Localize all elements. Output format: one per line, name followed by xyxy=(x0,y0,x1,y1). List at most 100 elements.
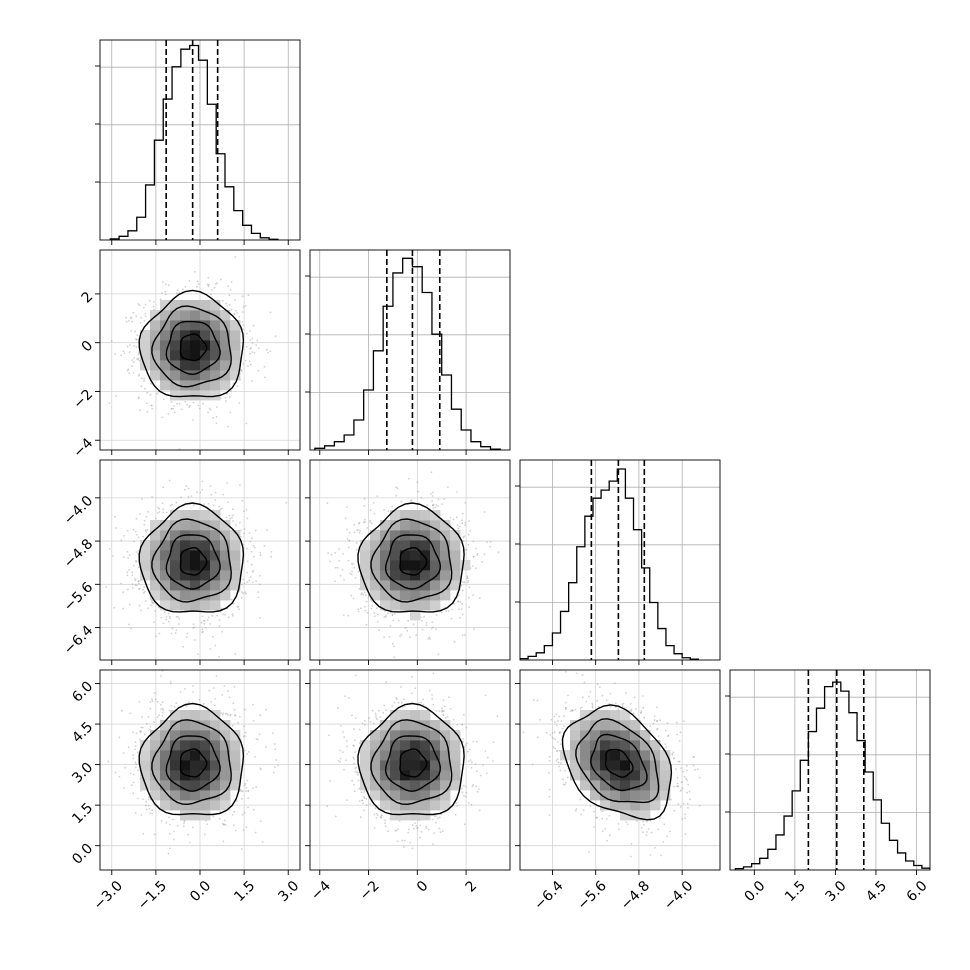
scatter-point xyxy=(376,495,379,497)
scatter-point xyxy=(423,615,425,618)
scatter-point xyxy=(111,555,114,557)
scatter-point xyxy=(470,803,473,806)
scatter-point xyxy=(557,761,560,764)
scatter-point xyxy=(202,702,205,705)
scatter-point xyxy=(448,696,450,699)
scatter-point xyxy=(369,803,371,805)
scatter-point xyxy=(143,306,145,309)
density-cell xyxy=(620,770,631,781)
scatter-point xyxy=(567,694,569,697)
scatter-point xyxy=(440,611,443,614)
scatter-point xyxy=(407,619,410,622)
scatter-point xyxy=(466,575,469,578)
scatter-point xyxy=(365,798,368,800)
scatter-point xyxy=(245,332,248,335)
density-cell xyxy=(220,540,231,551)
density-cell xyxy=(440,520,451,531)
density-cell xyxy=(390,580,401,591)
density-cell xyxy=(580,760,591,771)
scatter-point xyxy=(226,305,229,307)
scatter-point xyxy=(227,425,229,428)
scatter-point xyxy=(133,361,135,363)
scatter-point xyxy=(205,627,208,629)
scatter-point xyxy=(555,713,558,716)
scatter-point xyxy=(463,535,465,538)
contour-line xyxy=(151,518,232,603)
density-cell xyxy=(360,750,371,761)
scatter-point xyxy=(228,294,231,297)
scatter-point xyxy=(225,516,228,519)
density-cell xyxy=(190,310,201,321)
scatter-point xyxy=(245,547,248,550)
density-cell xyxy=(150,730,161,741)
scatter-point xyxy=(168,620,170,623)
density-cell xyxy=(150,530,161,541)
scatter-point xyxy=(145,804,147,807)
density-cell xyxy=(200,600,211,611)
density-cell xyxy=(390,550,401,561)
scatter-point xyxy=(132,528,135,531)
scatter-point xyxy=(589,805,592,807)
scatter-point xyxy=(139,409,141,412)
scatter-point xyxy=(355,766,358,769)
histogram-0 xyxy=(109,44,279,240)
scatter-point xyxy=(351,570,353,573)
scatter-point xyxy=(449,708,452,710)
density-cell xyxy=(210,790,221,801)
scatter-point xyxy=(551,731,554,734)
density-cell xyxy=(180,600,191,611)
density-cell xyxy=(170,310,181,321)
scatter-point xyxy=(580,813,582,816)
density-cell xyxy=(410,510,421,521)
scatter-point xyxy=(158,508,161,510)
scatter-point xyxy=(366,527,368,529)
density-cell xyxy=(380,720,391,731)
scatter-point xyxy=(133,578,136,580)
density-cell xyxy=(570,720,581,731)
scatter-point xyxy=(441,709,444,712)
density-cell xyxy=(160,360,171,371)
scatter-point xyxy=(222,493,225,496)
density-cell xyxy=(180,580,191,591)
density-cell xyxy=(230,530,241,541)
scatter-point xyxy=(461,634,464,637)
scatter-point xyxy=(162,486,165,489)
scatter-point xyxy=(688,790,691,793)
density-cell xyxy=(390,810,401,821)
density-cell xyxy=(570,770,581,781)
scatter-point xyxy=(163,611,166,613)
scatter-point xyxy=(210,700,213,703)
density-cell xyxy=(410,760,421,771)
density-cell xyxy=(160,580,171,591)
density-cell xyxy=(450,780,461,791)
scatter-point xyxy=(238,715,241,718)
density-cell xyxy=(210,520,221,531)
density-cell xyxy=(170,350,181,361)
scatter-point xyxy=(451,608,454,611)
scatter-point xyxy=(565,707,567,709)
scatter-point xyxy=(378,629,380,632)
scatter-point xyxy=(212,504,215,507)
scatter-point xyxy=(128,603,131,606)
density-cell xyxy=(200,570,211,581)
density-cell xyxy=(160,720,171,731)
density-cell xyxy=(380,590,391,601)
density-cell xyxy=(220,360,231,371)
density-cell xyxy=(390,720,401,731)
scatter-point xyxy=(137,769,139,772)
scatter-point xyxy=(643,716,645,719)
scatter-point xyxy=(432,672,435,675)
scatter-point xyxy=(353,523,356,526)
y-tick-label-1-2: 0 xyxy=(79,338,97,356)
scatter-point xyxy=(334,580,336,583)
density-cell xyxy=(370,540,381,551)
density-cell xyxy=(230,360,241,371)
scatter-point xyxy=(587,695,590,698)
scatter-point xyxy=(244,749,246,752)
scatter-point xyxy=(157,506,160,509)
density-cell xyxy=(180,570,191,581)
scatter-point xyxy=(251,571,254,573)
scatter-point xyxy=(130,627,132,630)
scatter-point xyxy=(135,551,138,553)
scatter-panel-3-1 xyxy=(305,669,511,875)
